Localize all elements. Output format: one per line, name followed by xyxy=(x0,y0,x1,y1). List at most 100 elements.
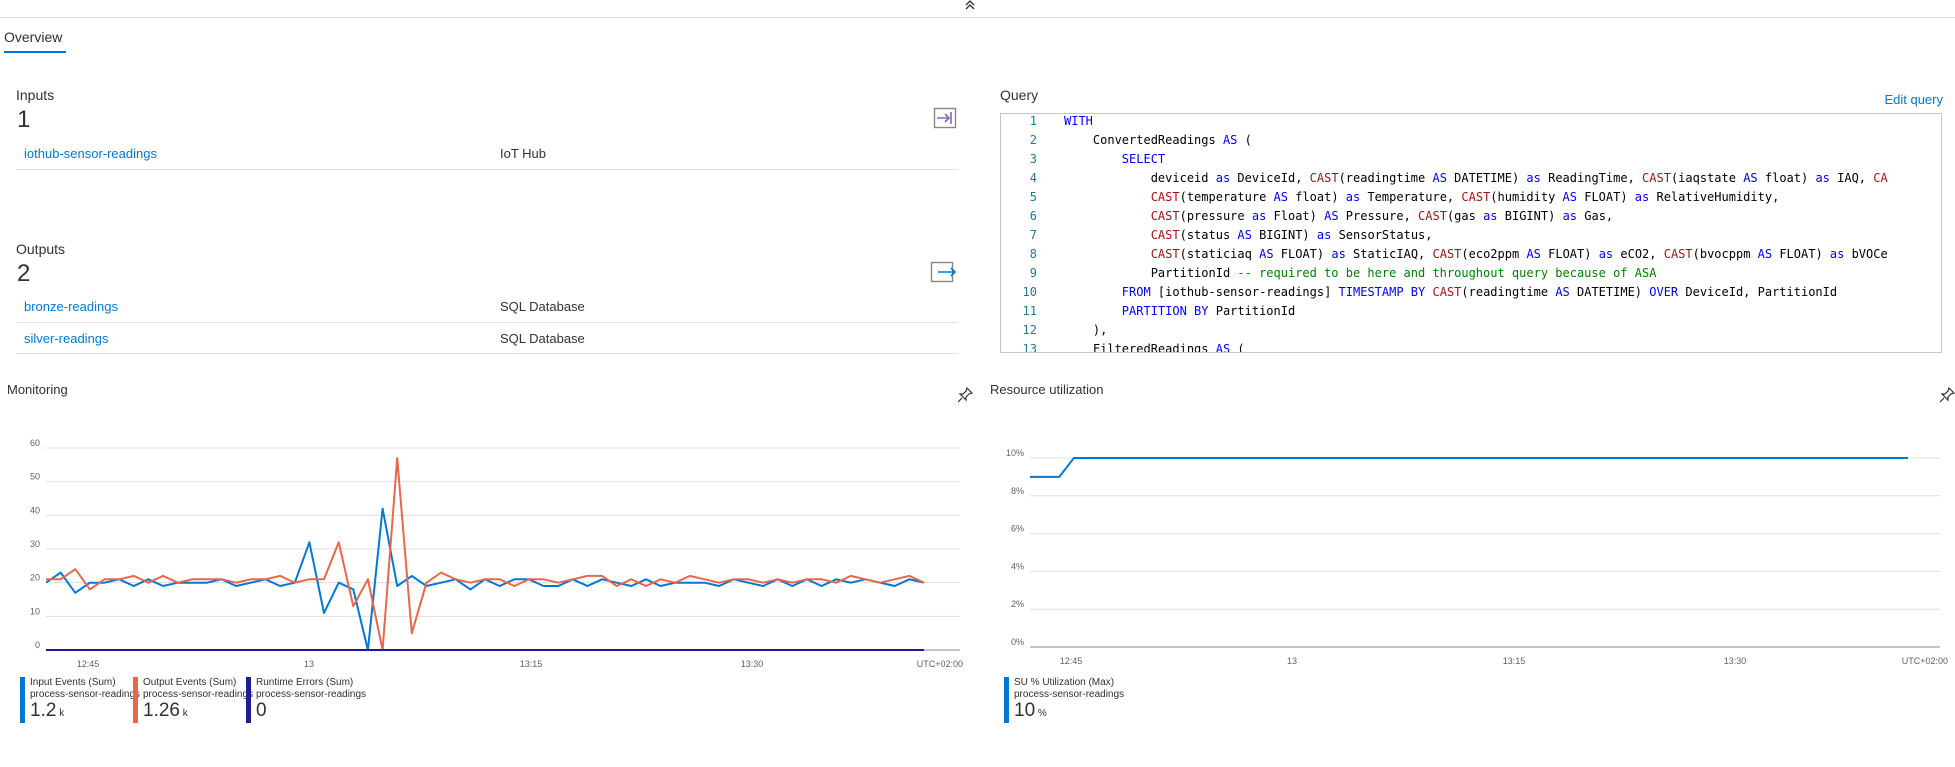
code-token xyxy=(1064,209,1151,223)
code-token: (status xyxy=(1179,228,1238,242)
y-tick-label: 0 xyxy=(35,640,40,650)
code-token: RelativeHumidity, xyxy=(1649,190,1780,204)
outputs-title: Outputs xyxy=(16,241,66,257)
code-token: AS xyxy=(1259,247,1274,261)
code-token: (gas xyxy=(1446,209,1484,223)
code-token: ReadingTime, xyxy=(1540,171,1643,185)
code-token: StaticIAQ, xyxy=(1345,247,1433,261)
code-token: (readingtime xyxy=(1461,285,1556,299)
code-line: FROM [iothub-sensor-readings] TIMESTAMP … xyxy=(1064,285,1837,299)
x-tick-label: 12:45 xyxy=(1060,656,1083,666)
x-tick-label: 13:30 xyxy=(1724,656,1747,666)
line-number: 7 xyxy=(1029,228,1037,242)
code-token: AS xyxy=(1526,247,1541,261)
code-token: FLOAT) xyxy=(1772,247,1830,261)
output-link-bronze[interactable]: bronze-readings xyxy=(24,299,118,314)
code-token: bVOCe xyxy=(1844,247,1888,261)
legend-resource-name: process-sensor-readings xyxy=(143,689,254,700)
code-line: ), xyxy=(1064,323,1107,337)
x-tick-label: 13:15 xyxy=(520,659,543,669)
monitoring-title: Monitoring xyxy=(7,382,68,397)
code-token: DeviceId, PartitionId xyxy=(1678,285,1838,299)
input-icon xyxy=(933,107,957,132)
legend-resource-name: process-sensor-readings xyxy=(30,689,141,700)
query-code: WITH ConvertedReadings AS ( SELECT devic… xyxy=(1064,114,1941,352)
code-token: PartitionId xyxy=(1208,304,1296,318)
legend-series-name: Runtime Errors (Sum) xyxy=(256,677,354,688)
y-tick-label: 30 xyxy=(30,539,40,549)
code-token: (pressure xyxy=(1179,209,1252,223)
code-token: AS xyxy=(1562,190,1577,204)
line-number: 6 xyxy=(1029,209,1037,223)
y-tick-label: 50 xyxy=(30,472,40,482)
x-tick-label: 13 xyxy=(1287,656,1297,666)
timezone-label: UTC+02:00 xyxy=(1902,656,1948,666)
code-token: as xyxy=(1815,171,1830,185)
code-token: FilteredReadings xyxy=(1064,342,1216,353)
code-token: float) xyxy=(1757,171,1816,185)
code-token: CAST xyxy=(1418,209,1447,223)
inputs-count: 1 xyxy=(17,106,31,133)
code-token: as xyxy=(1345,190,1361,204)
code-token: (humidity xyxy=(1490,190,1563,204)
code-token: AS xyxy=(1237,228,1252,242)
pin-icon[interactable] xyxy=(1938,386,1955,407)
code-token: CAST xyxy=(1150,209,1180,223)
code-token: AS xyxy=(1222,133,1238,147)
y-tick-label: 8% xyxy=(1011,486,1024,496)
line-number: 4 xyxy=(1029,171,1037,185)
y-tick-label: 6% xyxy=(1011,524,1024,534)
y-tick-label: 20 xyxy=(30,573,40,583)
line-number: 5 xyxy=(1029,190,1037,204)
code-token: DATETIME) xyxy=(1569,285,1650,299)
code-token: CAST xyxy=(1461,190,1491,204)
pin-icon[interactable] xyxy=(956,386,974,407)
legend-value: 10 xyxy=(1014,700,1036,721)
code-token: as xyxy=(1562,209,1578,223)
collapse-icon[interactable] xyxy=(962,0,978,13)
y-tick-label: 10% xyxy=(1006,448,1024,458)
input-link-iothub[interactable]: iothub-sensor-readings xyxy=(24,146,157,161)
code-token: CA xyxy=(1873,171,1888,185)
code-token: CAST xyxy=(1150,228,1180,242)
code-token: as xyxy=(1829,247,1845,261)
code-token: (readingtime xyxy=(1338,171,1433,185)
code-token: as xyxy=(1598,247,1614,261)
series-line xyxy=(1030,457,1908,478)
x-tick-label: 13:30 xyxy=(741,659,764,669)
code-token: PartitionId xyxy=(1064,266,1238,280)
output-type-bronze: SQL Database xyxy=(500,299,585,314)
code-token: (iaqstate xyxy=(1670,171,1744,185)
y-tick-label: 4% xyxy=(1011,561,1024,571)
series-line xyxy=(46,457,925,651)
code-token xyxy=(1064,228,1151,242)
code-line: WITH xyxy=(1064,114,1093,128)
code-token: DATETIME) xyxy=(1446,171,1527,185)
x-tick-label: 12:45 xyxy=(77,659,100,669)
code-token: (staticiaq xyxy=(1179,247,1260,261)
x-tick-label: 13 xyxy=(304,659,314,669)
output-link-silver[interactable]: silver-readings xyxy=(24,331,109,346)
code-token: ( xyxy=(1230,342,1245,353)
code-token: AS xyxy=(1273,190,1288,204)
code-token: as xyxy=(1251,209,1267,223)
code-token: FLOAT) xyxy=(1577,190,1635,204)
tab-overview[interactable]: Overview xyxy=(4,29,63,45)
outputs-count: 2 xyxy=(17,260,31,287)
y-tick-label: 40 xyxy=(30,505,40,515)
code-token: FLOAT) xyxy=(1540,247,1599,261)
code-token: BIGINT) xyxy=(1497,209,1563,223)
code-token: AS xyxy=(1432,171,1447,185)
edit-query-link[interactable]: Edit query xyxy=(1884,92,1943,107)
legend-resource-name: process-sensor-readings xyxy=(256,689,367,700)
code-token: as xyxy=(1526,171,1541,185)
query-editor[interactable]: 1 2 3 4 5 6 7 8 9 10 11 12 13 WITH ConvertedReadings… xyxy=(1000,113,1942,353)
output-icon xyxy=(930,261,958,286)
code-token: IAQ, xyxy=(1829,171,1874,185)
code-token xyxy=(1064,247,1151,261)
legend-metric: 1.26 k xyxy=(143,700,188,722)
code-token: as xyxy=(1215,171,1231,185)
code-line: PARTITION BY PartitionId xyxy=(1064,304,1295,318)
code-token: AS xyxy=(1555,285,1570,299)
code-line: ConvertedReadings AS ( xyxy=(1064,133,1252,147)
